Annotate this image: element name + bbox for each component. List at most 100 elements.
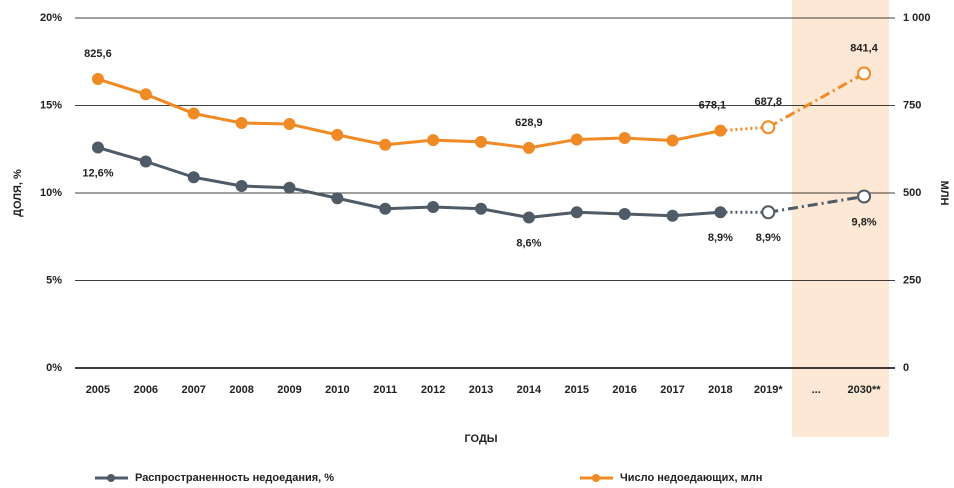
x-tick-label: 2015 (565, 384, 589, 396)
x-tick-label: 2009 (277, 384, 301, 396)
line-segment (672, 210, 721, 218)
line-segment (528, 210, 577, 219)
line-segment (97, 146, 147, 163)
line-segment (193, 112, 242, 125)
line-segment (289, 186, 338, 200)
point (570, 133, 583, 146)
point (666, 134, 679, 147)
data-label: 12,6% (82, 167, 113, 179)
point (618, 208, 631, 220)
y2-axis-label: МЛН (938, 181, 950, 206)
line-segment (241, 184, 290, 190)
legend-swatch (592, 474, 600, 482)
point (139, 88, 152, 101)
line-segment (433, 205, 482, 211)
data-label: 687,8 (755, 96, 783, 108)
point (283, 118, 296, 131)
point (331, 192, 344, 205)
y-tick-label: 15% (40, 99, 62, 111)
line-segment (576, 210, 625, 216)
line-segment (576, 136, 625, 141)
point (761, 205, 776, 220)
line-segment (528, 137, 578, 150)
y2-tick-label: 0 (903, 362, 909, 374)
point (714, 124, 727, 137)
line-segment (193, 175, 242, 188)
line-segment (624, 212, 673, 218)
data-label: 9,8% (852, 216, 877, 228)
point (427, 201, 440, 213)
data-label: 8,9% (708, 232, 733, 244)
point (475, 202, 487, 215)
data-label: 678,1 (699, 100, 727, 112)
y2-tick-label: 500 (903, 187, 921, 199)
line-segment (145, 160, 195, 179)
point (235, 117, 248, 129)
point (618, 132, 631, 145)
point (714, 206, 727, 219)
legend-label: Число недоедающих, млн (620, 472, 762, 484)
line-segment (480, 140, 530, 150)
point (761, 120, 776, 135)
point (91, 73, 104, 86)
line-segment (241, 121, 290, 126)
y2-tick-label: 1 000 (903, 12, 931, 24)
point (427, 134, 440, 147)
legend-label: Распространенность недоедания, % (135, 472, 334, 484)
point (91, 141, 104, 154)
line-segment (768, 195, 865, 214)
point (379, 202, 392, 215)
point (235, 180, 248, 192)
x-tick-label: 2005 (86, 384, 110, 396)
point (522, 141, 535, 154)
x-tick-label: 2019* (754, 384, 783, 396)
line-segment (480, 207, 530, 219)
x-tick-label: 2013 (469, 384, 493, 396)
data-label: 825,6 (84, 48, 112, 60)
y-tick-label: 10% (40, 187, 62, 199)
y2-tick-label: 750 (903, 99, 921, 111)
point (475, 135, 487, 148)
point (857, 189, 872, 204)
point (139, 155, 152, 168)
point (570, 206, 583, 219)
y2-tick-label: 250 (903, 274, 921, 286)
y-tick-label: 5% (46, 274, 62, 286)
point (666, 209, 679, 222)
point (522, 211, 535, 224)
line-segment (97, 77, 147, 96)
x-tick-label: 2016 (612, 384, 636, 396)
line-segment (720, 125, 769, 133)
data-label: 8,9% (756, 232, 781, 244)
line-segment (337, 196, 386, 211)
x-tick-label: 2018 (708, 384, 732, 396)
y-tick-label: 20% (40, 12, 62, 24)
line-segment (289, 122, 338, 137)
x-axis-label: ГОДЫ (464, 433, 497, 445)
forecast-zone (792, 0, 889, 437)
x-tick-label: 2017 (660, 384, 684, 396)
line-segment (337, 133, 386, 147)
line-segment (672, 129, 721, 142)
x-tick-label: ... (812, 384, 821, 396)
x-tick-label: 2007 (181, 384, 205, 396)
line-segment (624, 136, 673, 142)
data-label: 841,4 (850, 42, 878, 54)
x-tick-label: 2012 (421, 384, 445, 396)
x-tick-label: 2014 (517, 384, 542, 396)
point (857, 66, 872, 81)
line-segment (433, 138, 482, 144)
point (379, 138, 392, 151)
point (187, 171, 200, 184)
line-segment (145, 92, 195, 115)
x-tick-label: 2010 (325, 384, 349, 396)
data-label: 8,6% (516, 237, 541, 249)
line-segment (385, 205, 434, 211)
x-tick-label: 2011 (373, 384, 397, 396)
line-segment (385, 138, 434, 147)
point (283, 181, 296, 194)
y-axis-label: ДОЛЯ, % (12, 169, 24, 217)
legend-swatch (107, 474, 115, 482)
data-label: 628,9 (515, 117, 543, 129)
